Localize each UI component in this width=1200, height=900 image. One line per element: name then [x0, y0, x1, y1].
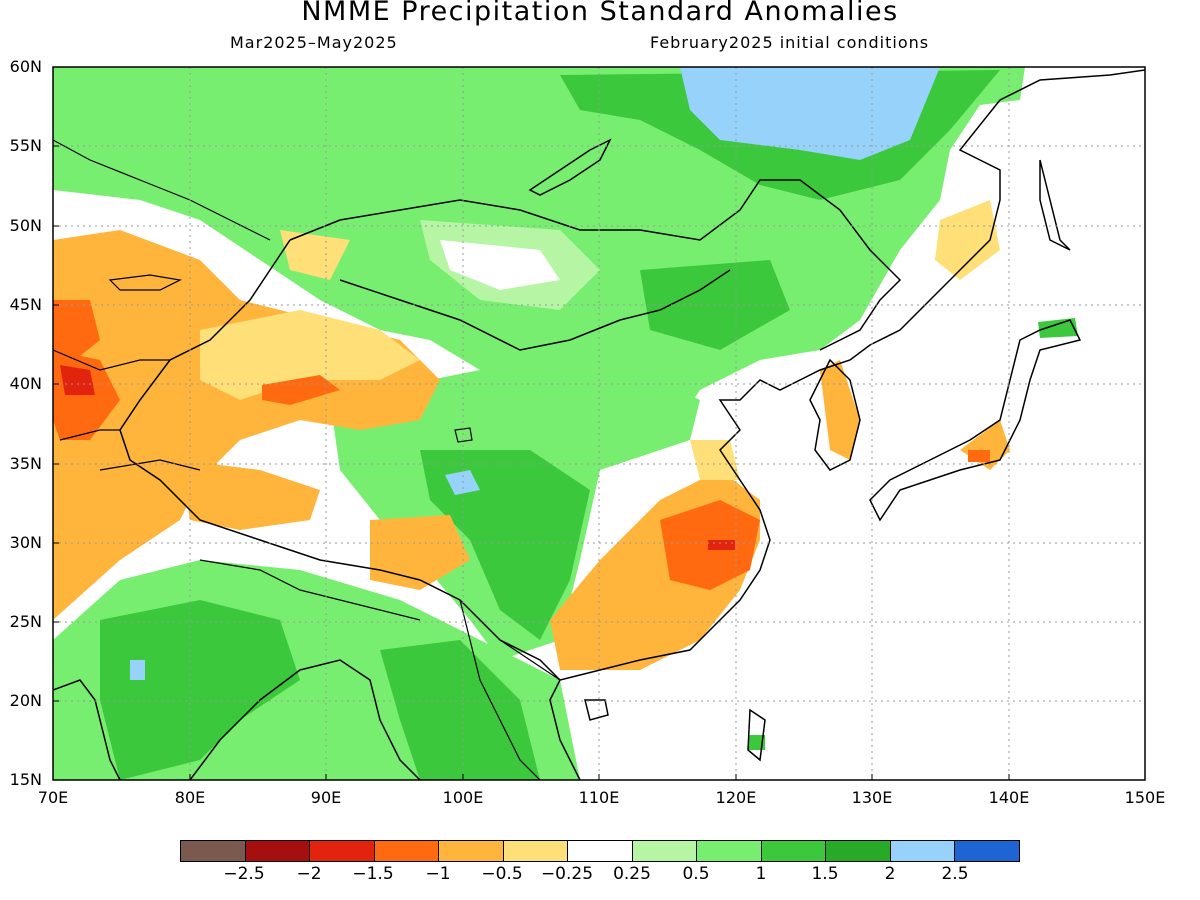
coastline-hainan: [584, 699, 609, 721]
colorbar-swatch: [890, 841, 956, 861]
lon-label: 100E: [442, 788, 484, 807]
colorbar-swatch: [439, 841, 504, 861]
colorbar-label: −2.5: [223, 864, 265, 884]
red-orange-xinjiang: [262, 375, 340, 405]
orange-korea: [820, 360, 860, 460]
lat-label: 25N: [9, 612, 42, 631]
red-orange-west: [53, 300, 100, 360]
lon-label: 110E: [578, 788, 620, 807]
red-orange-japan: [968, 450, 990, 462]
coastline-east-asia: [549, 69, 1145, 780]
forecast-period: Mar2025–May2025: [230, 33, 398, 52]
lon-label: 70E: [37, 788, 69, 807]
orange-tibet-east: [370, 515, 470, 590]
light-blue-siberia: [680, 67, 940, 160]
colorbar-label: 0.25: [613, 864, 651, 884]
colorbar-label: 2.5: [941, 864, 969, 884]
dark-green-central: [420, 450, 590, 640]
colorbar-label: −2: [296, 864, 322, 884]
coastline-sakhalin: [1039, 159, 1071, 251]
colorbar-label: −1: [425, 864, 451, 884]
lon-gridlines: [189, 67, 1010, 780]
white-mongolia: [440, 240, 560, 290]
orange-tibet-west: [180, 460, 320, 530]
border-central-asia: [53, 139, 271, 471]
colorbar-label: −0.5: [481, 864, 523, 884]
colorbar-swatch: [310, 841, 375, 861]
colorbar-label: −0.25: [540, 864, 594, 884]
lat-label: 30N: [9, 533, 42, 552]
lat-label: 40N: [9, 374, 42, 393]
colorbar: [180, 840, 1020, 862]
colorbar-swatch: [181, 841, 246, 861]
yellow-far-east: [935, 200, 1000, 280]
lon-label: 90E: [310, 788, 342, 807]
colorbar-swatch: [568, 841, 633, 861]
lake-balkhash: [108, 274, 182, 291]
lon-label: 130E: [851, 788, 893, 807]
border-indochina: [459, 599, 561, 780]
orange-north-china: [280, 230, 350, 280]
yellow-se-china-edge: [690, 440, 740, 480]
colorbar-label: 1.5: [811, 864, 839, 884]
dark-green-india: [100, 600, 300, 780]
colorbar-swatch: [761, 841, 827, 861]
yellow-central-asia: [200, 310, 420, 400]
lat-label: 60N: [9, 57, 42, 76]
lat-label: 20N: [9, 691, 42, 710]
lake-qinghai: [454, 427, 473, 443]
lon-label: 140E: [988, 788, 1030, 807]
colorbar-label: 0.5: [682, 864, 710, 884]
chart-title: NMME Precipitation Standard Anomalies: [301, 0, 899, 27]
colorbar-swatch: [374, 841, 440, 861]
blue-spot-india: [130, 660, 145, 680]
green-hokkaido: [1038, 318, 1078, 338]
red-spot-afghanistan: [60, 365, 95, 395]
colorbar-label: −1.5: [352, 864, 394, 884]
green-taiwan: [748, 735, 765, 750]
colorbar-label: 2: [884, 864, 896, 884]
border-china-north: [289, 179, 902, 351]
coastline-japan: [869, 319, 1082, 522]
colorbar-swatch: [955, 841, 1019, 861]
border-himalaya: [199, 559, 421, 621]
coastline-india: [53, 659, 421, 780]
dark-green-indochina: [380, 640, 540, 780]
colorbar-swatch: [632, 841, 698, 861]
red-spot-se-china: [708, 540, 735, 550]
lat-label: 35N: [9, 454, 42, 473]
colorbar-swatch: [503, 841, 569, 861]
colorbar-swatch: [245, 841, 311, 861]
lat-label: 15N: [9, 770, 42, 789]
colorbar-label: 1: [755, 864, 767, 884]
colorbar-swatch: [826, 841, 891, 861]
coastline-taiwan: [747, 708, 766, 762]
lake-baikal: [528, 138, 612, 196]
axis-ticks: [53, 66, 1010, 780]
lon-label: 120E: [715, 788, 757, 807]
border-mongolia-south: [339, 269, 731, 351]
coastline-korea: [809, 358, 861, 471]
lat-label: 45N: [9, 295, 42, 314]
lon-label: 150E: [1124, 788, 1166, 807]
initial-conditions: February2025 initial conditions: [650, 33, 930, 52]
colorbar-swatch: [697, 841, 762, 861]
lat-label: 50N: [9, 216, 42, 235]
lon-label: 80E: [174, 788, 206, 807]
lat-label: 55N: [9, 136, 42, 155]
